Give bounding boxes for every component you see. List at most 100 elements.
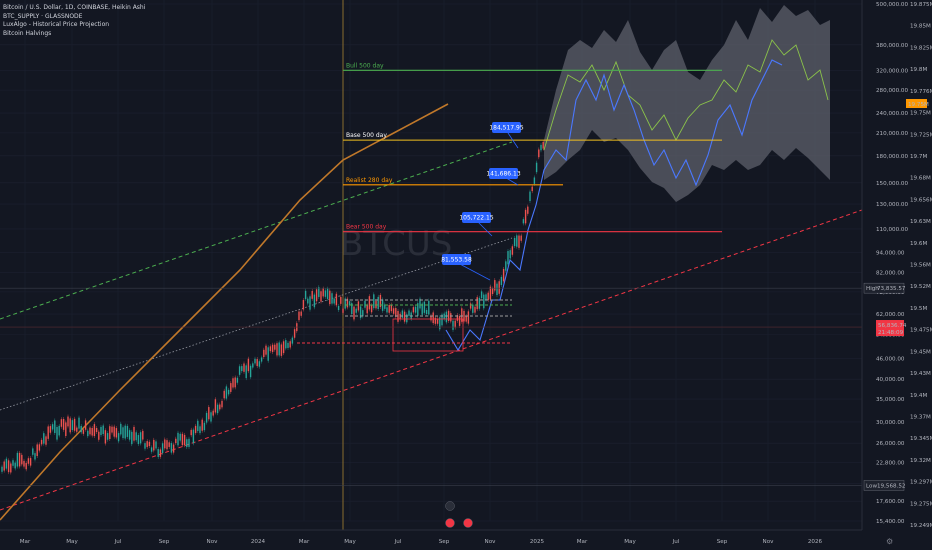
price-tick-label: 380,000.00 — [876, 43, 908, 49]
candle-body — [379, 294, 382, 308]
candle-body — [148, 441, 151, 447]
candle-body — [529, 191, 531, 202]
candle-body — [353, 306, 355, 320]
candle-body — [227, 389, 230, 395]
candle-body — [509, 250, 511, 259]
supply-tick-label: 19.475M — [910, 328, 932, 334]
candle-body — [441, 314, 443, 326]
candle-body — [399, 313, 401, 320]
candle-body — [40, 439, 43, 445]
candle-body — [267, 347, 269, 361]
candle-body — [67, 416, 69, 427]
candle-body — [199, 426, 201, 434]
price-tick-label: 280,000.00 — [876, 88, 908, 94]
candle-body — [216, 404, 219, 414]
time-tick-label: 2026 — [808, 539, 823, 545]
supply-tick-label: 19.776M — [910, 89, 932, 95]
price-tick-label: 15,400.00 — [876, 519, 905, 525]
candle-body — [291, 337, 294, 344]
candle-body — [355, 308, 357, 313]
supply-tick-label: 19.8M — [910, 67, 927, 73]
supply-tick-label: 19.43M — [910, 371, 931, 377]
lower-trend-line — [0, 209, 863, 511]
bar-countdown: 21:48:09 — [878, 330, 904, 336]
time-tick-label: Mar — [577, 539, 588, 545]
price-tick-label: 210,000.00 — [876, 131, 908, 137]
candle-body — [342, 308, 344, 313]
price-tick-label: 82,000.00 — [876, 271, 905, 277]
candle-body — [326, 288, 329, 299]
candle-body — [478, 297, 481, 309]
price-axis[interactable]: 500,000.00 380,000.00 320,000.00 280,000.00… — [861, 0, 932, 530]
candle-body — [111, 426, 113, 433]
supply-tick-label: 19.37M — [910, 414, 931, 420]
candle-body — [221, 400, 223, 408]
candle-body — [36, 444, 38, 457]
projection-line — [445, 59, 783, 352]
high-tag-value: 73,835.57 — [877, 286, 906, 292]
candle-body — [7, 460, 10, 473]
level-label-2: Realist 280 day — [346, 177, 393, 184]
projection-cloud — [544, 5, 830, 202]
upper-trend-line — [0, 141, 513, 320]
time-tick-label: Jul — [672, 539, 680, 545]
candle-body — [197, 420, 199, 431]
low-tag — [863, 480, 905, 491]
candle-body — [507, 251, 509, 265]
candle-body — [1, 466, 3, 472]
supply-tick-label: 19.75M — [910, 111, 931, 117]
candle-body — [452, 320, 454, 330]
settings-gear-icon[interactable]: ⚙ — [886, 537, 893, 546]
indicator-price-projection[interactable]: LuxAlgo - Historical Price Projection — [3, 21, 110, 29]
candle-body — [271, 344, 274, 353]
time-axis[interactable]: Mar May Jul Sep Nov 2024 Mar May Jul Sep Nov 2025 Ma… — [0, 529, 893, 546]
candle-body — [51, 424, 54, 430]
candle-body — [56, 426, 58, 440]
high-tag — [863, 282, 905, 294]
chart-legend: Bitcoin / U.S. Dollar, 1D, COINBASE, Hei… — [3, 4, 145, 38]
candle-body — [392, 308, 395, 314]
candle-body — [80, 425, 82, 433]
candle-body — [49, 426, 52, 433]
candle-body — [282, 341, 285, 354]
candle-body — [340, 296, 342, 304]
supply-tick-label: 19.4M — [910, 393, 927, 399]
candle-body — [104, 430, 107, 444]
candle-body — [412, 307, 415, 313]
candle-body — [98, 431, 100, 440]
supply-tick-label: 19.656M — [910, 197, 932, 203]
candle-body — [124, 425, 126, 439]
candle-body — [5, 458, 8, 469]
symbol-watermark: BTCUS — [340, 224, 452, 264]
candle-body — [254, 358, 256, 364]
supply-tick-label: 19.63M — [910, 219, 931, 225]
candle-body — [133, 426, 135, 441]
indicator-btc-supply[interactable]: BTC_SUPPLY · GLASSNODE — [3, 12, 83, 20]
candle-body — [276, 343, 278, 356]
price-tick-label: 500,000.00 — [876, 2, 908, 8]
candle-body — [247, 358, 250, 372]
candle-body — [467, 311, 470, 324]
time-tick-label: Mar — [299, 539, 310, 545]
candle-body — [417, 303, 419, 316]
time-tick-label: Nov — [207, 539, 219, 545]
candle-body — [95, 428, 98, 433]
candle-body — [443, 313, 445, 320]
symbol-title[interactable]: Bitcoin / U.S. Dollar, 1D, COINBASE, Hei… — [3, 4, 146, 11]
candle-body — [65, 422, 67, 436]
candle-body — [164, 439, 166, 449]
candle-body — [527, 206, 529, 214]
indicator-halvings[interactable]: Bitcoin Halvings — [3, 29, 52, 37]
candle-body — [69, 418, 71, 433]
candle-body — [186, 439, 188, 448]
candle-body — [21, 454, 23, 465]
candle-body — [335, 293, 338, 306]
candle-body — [298, 311, 300, 321]
supply-tick-label: 19.6M — [910, 241, 927, 247]
candle-body — [533, 177, 536, 184]
candle-body — [139, 432, 142, 444]
plot-area[interactable]: Bull 500 day Base 500 day Realist 280 day B… — [0, 0, 863, 530]
candle-body — [122, 427, 124, 439]
candle-body — [256, 359, 258, 367]
